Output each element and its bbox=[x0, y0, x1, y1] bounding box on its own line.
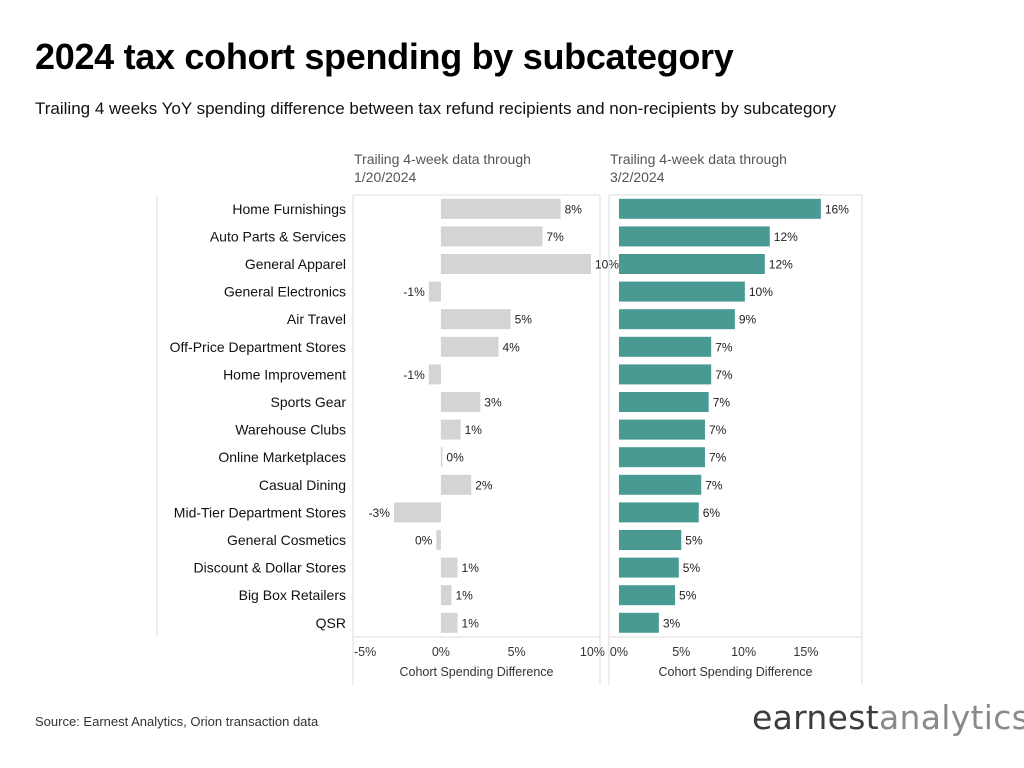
data-label: 6% bbox=[703, 506, 721, 520]
bar bbox=[440, 557, 458, 578]
data-label: 5% bbox=[515, 313, 533, 327]
data-label: 12% bbox=[774, 230, 798, 244]
bar bbox=[618, 474, 702, 495]
bar bbox=[440, 474, 472, 495]
bar bbox=[618, 364, 712, 385]
bar bbox=[440, 226, 543, 247]
tick-label: 10% bbox=[731, 645, 756, 659]
data-label: 5% bbox=[683, 561, 701, 575]
bar bbox=[440, 198, 561, 219]
tick-label: -5% bbox=[354, 645, 376, 659]
category-label: Big Box Retailers bbox=[239, 587, 346, 603]
category-label: General Electronics bbox=[224, 284, 346, 300]
axis-title: Cohort Spending Difference bbox=[399, 665, 553, 679]
bar bbox=[618, 502, 699, 523]
bar bbox=[618, 612, 659, 633]
data-label: 5% bbox=[685, 534, 703, 548]
chart-area: Home Furnishings Auto Parts & Services Gen… bbox=[156, 151, 863, 685]
data-label: 7% bbox=[715, 368, 733, 382]
axis-title: Cohort Spending Difference bbox=[658, 665, 812, 679]
bar bbox=[440, 612, 458, 633]
data-label: 7% bbox=[715, 340, 733, 354]
data-label: 5% bbox=[679, 589, 697, 603]
bar bbox=[440, 254, 591, 274]
data-label: 4% bbox=[502, 340, 520, 354]
category-label: Casual Dining bbox=[259, 477, 346, 493]
bar bbox=[440, 392, 481, 412]
bar bbox=[618, 530, 682, 550]
category-label: Air Travel bbox=[287, 311, 346, 327]
data-label: 8% bbox=[565, 202, 583, 216]
data-label: 7% bbox=[705, 478, 723, 492]
data-label: -3% bbox=[369, 506, 391, 520]
tick-label: 0% bbox=[432, 645, 450, 659]
tick-label: 5% bbox=[508, 645, 526, 659]
data-label: 10% bbox=[749, 285, 773, 299]
bar bbox=[618, 419, 705, 440]
category-label: Home Improvement bbox=[223, 366, 346, 382]
data-label: 7% bbox=[709, 423, 727, 437]
bar bbox=[618, 585, 676, 606]
bar bbox=[618, 226, 770, 247]
category-label: Online Marketplaces bbox=[218, 449, 346, 465]
tick-label: 10% bbox=[580, 645, 605, 659]
category-label: Mid-Tier Department Stores bbox=[174, 504, 346, 520]
panel-title: 3/2/2024 bbox=[610, 169, 665, 185]
page-subtitle: Trailing 4 weeks YoY spending difference… bbox=[35, 99, 837, 118]
panel-title: 1/20/2024 bbox=[354, 169, 416, 185]
data-label: 1% bbox=[462, 561, 480, 575]
bar bbox=[618, 198, 821, 219]
bar bbox=[440, 447, 443, 468]
panel-title: Trailing 4-week data through bbox=[610, 151, 787, 167]
data-label: 1% bbox=[465, 423, 483, 437]
data-label: 2% bbox=[475, 478, 493, 492]
bar bbox=[440, 336, 499, 357]
bar bbox=[440, 585, 452, 606]
bar bbox=[618, 557, 679, 578]
category-label: General Apparel bbox=[245, 256, 346, 272]
bar bbox=[618, 309, 735, 330]
bar bbox=[428, 281, 441, 302]
data-label: 0% bbox=[446, 451, 464, 465]
bar bbox=[428, 364, 441, 385]
bar bbox=[618, 447, 705, 468]
bar bbox=[436, 530, 441, 550]
bar bbox=[618, 336, 712, 357]
data-label: 0% bbox=[415, 534, 433, 548]
data-label: -1% bbox=[403, 285, 425, 299]
data-label: 16% bbox=[825, 202, 849, 216]
category-label: Sports Gear bbox=[271, 394, 347, 410]
data-label: 7% bbox=[709, 451, 727, 465]
category-label: Home Furnishings bbox=[232, 201, 346, 217]
data-label: 1% bbox=[462, 616, 480, 630]
data-label: 1% bbox=[455, 589, 473, 603]
data-label: 7% bbox=[546, 230, 564, 244]
tick-label: 15% bbox=[793, 645, 818, 659]
page-title: 2024 tax cohort spending by subcategory bbox=[35, 36, 734, 77]
bar bbox=[618, 281, 745, 302]
bar bbox=[618, 392, 709, 412]
data-label: 3% bbox=[663, 616, 681, 630]
data-label: 9% bbox=[739, 313, 757, 327]
bar bbox=[618, 254, 765, 274]
source-note: Source: Earnest Analytics, Orion transac… bbox=[35, 714, 319, 729]
category-label: General Cosmetics bbox=[227, 532, 346, 548]
data-label: 10% bbox=[595, 258, 619, 272]
data-label: -1% bbox=[403, 368, 425, 382]
data-label: 7% bbox=[713, 396, 731, 410]
category-label: Warehouse Clubs bbox=[235, 422, 346, 438]
category-label: Off-Price Department Stores bbox=[170, 339, 346, 355]
bar bbox=[393, 502, 441, 523]
bar bbox=[440, 419, 461, 440]
category-label: Discount & Dollar Stores bbox=[193, 560, 346, 576]
category-label: QSR bbox=[316, 615, 346, 631]
tick-label: 0% bbox=[610, 645, 628, 659]
category-label: Auto Parts & Services bbox=[210, 228, 346, 244]
panel-title: Trailing 4-week data through bbox=[354, 151, 531, 167]
bar bbox=[440, 309, 511, 330]
earnest-analytics-logo: earnestanalytics bbox=[752, 698, 1024, 737]
data-label: 3% bbox=[484, 396, 502, 410]
tick-label: 5% bbox=[672, 645, 690, 659]
data-label: 12% bbox=[769, 258, 793, 272]
